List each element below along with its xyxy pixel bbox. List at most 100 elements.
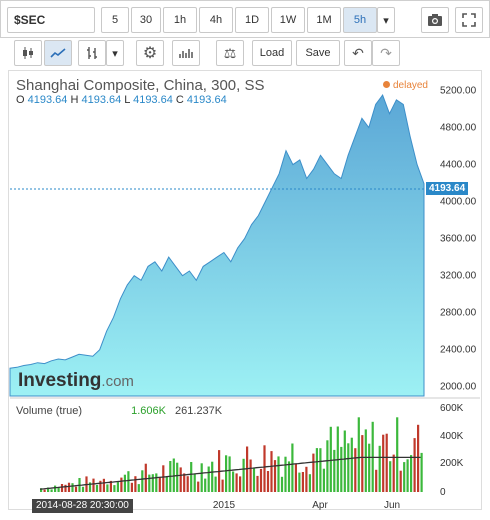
open-value: 4193.64 (27, 94, 68, 106)
volume-bar (364, 429, 367, 492)
volume-bar (47, 487, 50, 492)
volume-bar (54, 485, 57, 492)
volume-bar (200, 463, 203, 492)
volume-bar (183, 473, 186, 492)
volume-bar (197, 481, 200, 492)
close-label: C (175, 94, 184, 106)
volume-bar (176, 462, 179, 492)
volume-bar (284, 456, 287, 492)
volume-bar (413, 438, 416, 492)
interval-1m[interactable]: 1M (307, 7, 341, 33)
volume-bar (301, 472, 304, 492)
candles-button[interactable] (14, 40, 42, 66)
volume-bar (50, 489, 53, 492)
studies-button[interactable] (172, 40, 200, 66)
volume-bar (298, 472, 301, 492)
redo-icon: ↷ (380, 44, 392, 61)
interval-5h[interactable]: 5h (343, 7, 377, 33)
candlestick-icon (23, 47, 33, 59)
area-chart-icon (50, 48, 66, 58)
volume-bar (106, 484, 109, 492)
volume-bar (399, 470, 402, 492)
studies-icon (179, 49, 193, 58)
volume-value-2: 261.237K (175, 405, 223, 417)
volume-bar (144, 463, 147, 492)
interval-4h[interactable]: 4h (199, 7, 233, 33)
volume-bar (406, 459, 409, 492)
status-dot-icon (382, 81, 390, 88)
compare-button[interactable]: ⚖ (216, 40, 244, 66)
indicators-dropdown-button[interactable]: ▾ (106, 40, 124, 66)
redo-button[interactable]: ↷ (372, 40, 400, 66)
volume-bar (95, 485, 99, 492)
volume-bar (172, 458, 175, 492)
volume-bar (343, 430, 346, 492)
volume-bar (40, 488, 43, 492)
x-tick-label: Jun (384, 500, 400, 511)
volume-bar (378, 445, 381, 492)
interval-5[interactable]: 5 (101, 7, 129, 33)
low-value: 4193.64 (133, 94, 173, 106)
volume-bar (151, 474, 154, 492)
volume-bar (350, 437, 353, 492)
volume-bar (130, 482, 133, 492)
volume-bar (270, 451, 273, 492)
interval-1w[interactable]: 1W (271, 7, 305, 33)
volume-bar (214, 476, 217, 492)
ohlc-readout: O 4193.64 H 4193.64 L 4193.64 C 4193.64 (16, 94, 227, 106)
volume-bar (239, 476, 242, 492)
volume-legend: Volume (true) 1.606K 261.237K (16, 405, 222, 417)
volume-bar (375, 469, 378, 492)
scales-icon: ⚖ (223, 44, 237, 61)
volume-bar (158, 477, 161, 492)
volume-bar (382, 434, 385, 492)
volume-bar (354, 448, 357, 492)
symbol-input[interactable]: $SEC (7, 7, 95, 33)
volume-bar (99, 480, 102, 492)
volume-bar (64, 484, 67, 492)
undo-button[interactable]: ↶ (344, 40, 372, 66)
interval-1d[interactable]: 1D (235, 7, 269, 33)
fullscreen-button[interactable] (455, 7, 483, 33)
undo-icon: ↶ (352, 44, 364, 61)
volume-bar (211, 461, 214, 492)
settings-button[interactable]: ⚙ (136, 40, 164, 66)
area-chart-button[interactable] (44, 40, 72, 66)
price-tick-label: 4000.00 (440, 197, 477, 208)
interval-1h[interactable]: 1h (163, 7, 197, 33)
high-label: H (70, 94, 79, 106)
screenshot-button[interactable] (421, 7, 449, 33)
volume-bar (141, 470, 144, 492)
volume-bar (417, 424, 420, 492)
indicators-button[interactable] (78, 40, 106, 66)
price-tick-label: 2000.00 (440, 382, 477, 393)
logo-main: Investing (18, 370, 102, 391)
volume-bar (385, 433, 388, 492)
volume-bar (179, 467, 182, 492)
chart-area[interactable] (8, 70, 482, 510)
volume-bar (155, 473, 158, 492)
volume-bar (277, 456, 280, 492)
volume-bar (127, 471, 130, 492)
volume-tick-label: 400K (440, 431, 464, 442)
save-button[interactable]: Save (296, 40, 340, 66)
investing-logo: Investing.com (18, 370, 134, 392)
volume-bar (221, 479, 224, 492)
crosshair-date-tag: 2014-08-28 20:30:00 (32, 499, 133, 513)
volume-bar (148, 474, 151, 492)
volume-bar (322, 468, 325, 492)
load-button[interactable]: Load (252, 40, 292, 66)
volume-bar (74, 486, 78, 492)
volume-bar (280, 476, 284, 492)
interval-dropdown-button[interactable]: ▾ (377, 7, 395, 33)
volume-value-1: 1.606K (131, 405, 166, 417)
volume-tick-label: 600K (440, 403, 464, 414)
logo-suffix: .com (101, 373, 134, 390)
volume-bar (368, 443, 371, 492)
volume-bar (249, 459, 252, 492)
interval-30[interactable]: 30 (131, 7, 161, 33)
volume-bar (113, 485, 116, 492)
volume-bar (329, 426, 332, 492)
volume-bar (294, 463, 297, 492)
volume-bar (252, 467, 256, 492)
